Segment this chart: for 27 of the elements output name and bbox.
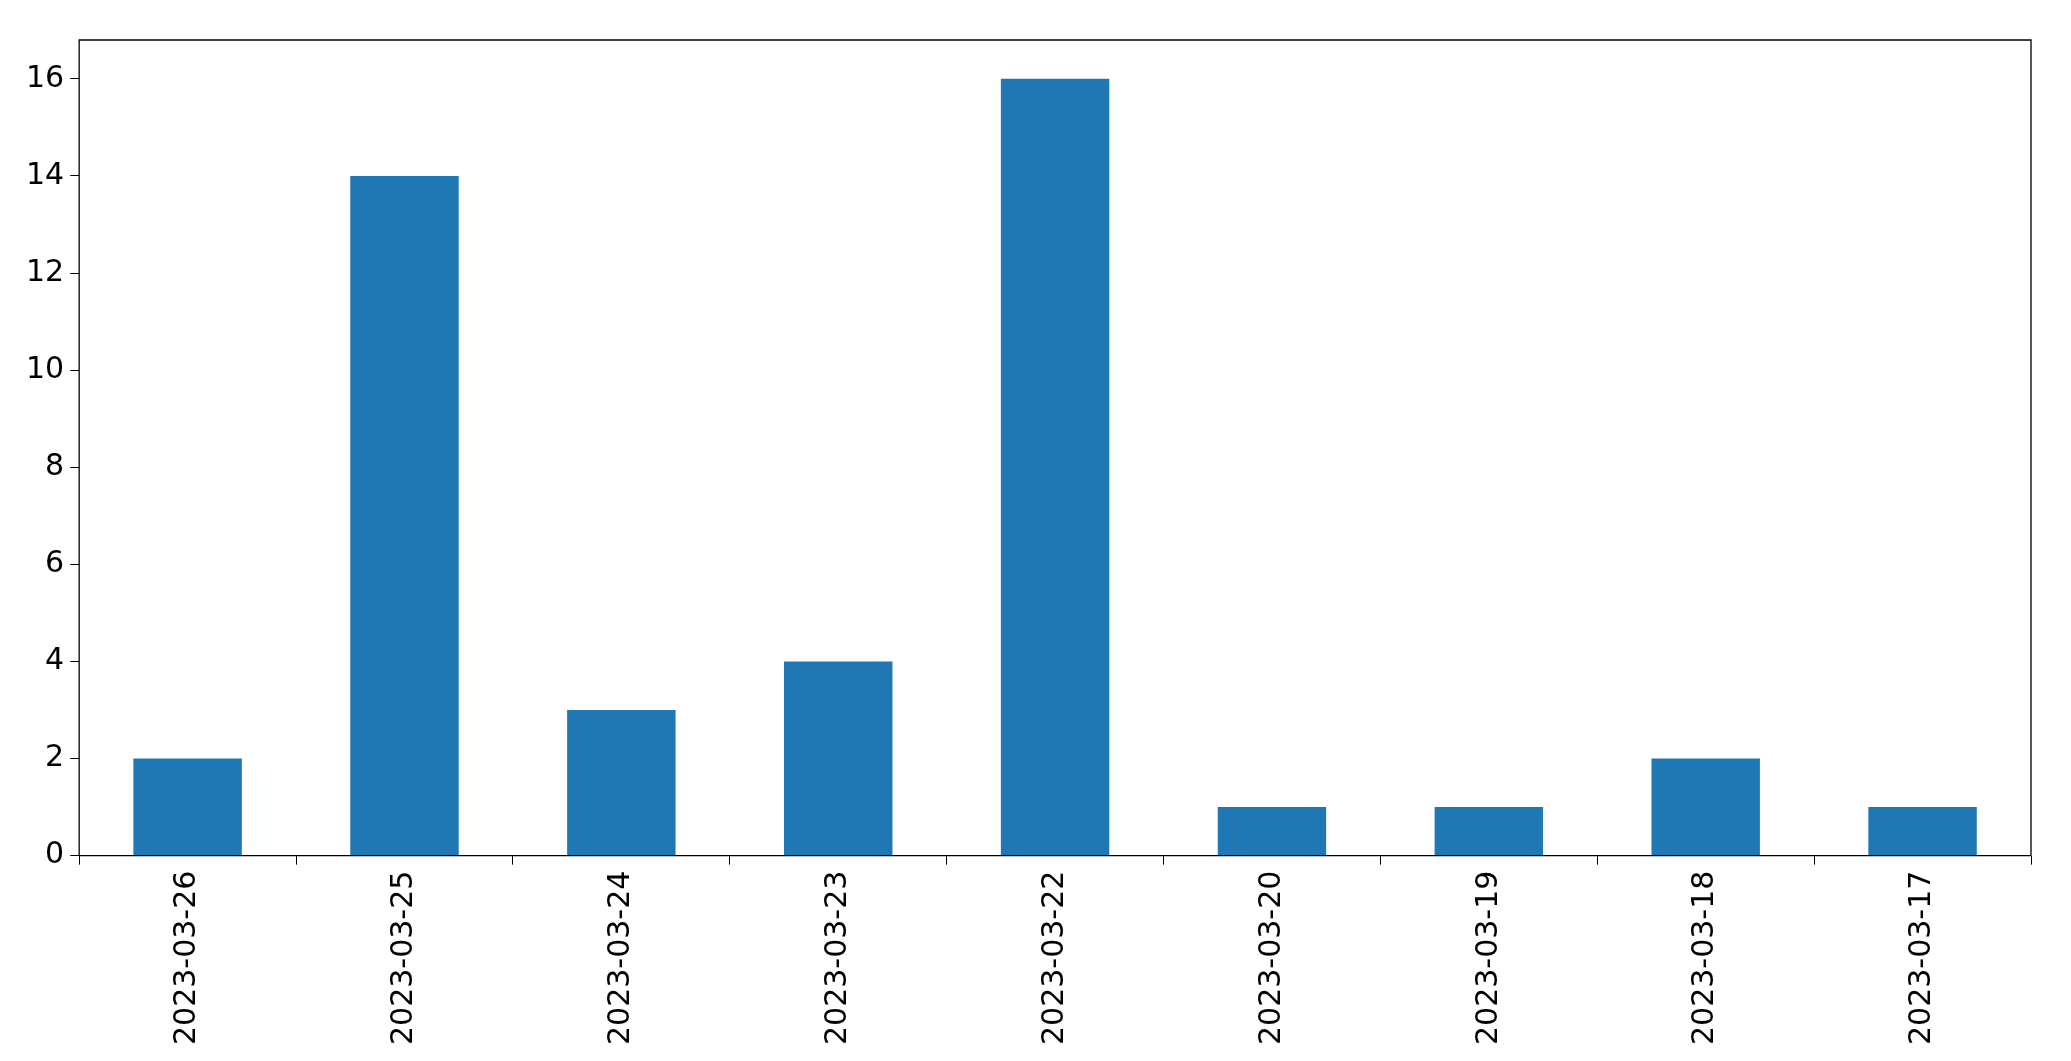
y-tick-label: 8: [45, 447, 65, 483]
x-tick-label: 2023-03-24: [601, 870, 637, 1046]
bar: [1434, 807, 1544, 856]
y-tick-label: 12: [25, 252, 65, 288]
x-tick-label: 2023-03-18: [1685, 870, 1721, 1046]
y-tick-label: 6: [45, 544, 65, 580]
y-tick-label: 16: [25, 58, 65, 94]
y-tick-label: 0: [45, 835, 65, 871]
bar: [133, 758, 242, 856]
y-tick-label: 10: [25, 349, 65, 385]
bar: [567, 710, 676, 856]
bar: [1000, 78, 1110, 856]
y-tick-label: 2: [45, 738, 65, 774]
bar: [350, 175, 459, 856]
x-tick-label: 2023-03-20: [1251, 870, 1287, 1046]
x-tick-label: 2023-03-25: [384, 870, 420, 1046]
bar: [1651, 758, 1760, 856]
x-tick-label: 2023-03-26: [167, 870, 203, 1046]
x-tick-label: 2023-03-17: [1902, 870, 1938, 1046]
x-tick-label: 2023-03-19: [1468, 870, 1504, 1046]
y-tick-label: 4: [45, 641, 65, 677]
bar: [1217, 807, 1327, 856]
bar: [1868, 807, 1977, 856]
bar: [784, 661, 893, 856]
x-tick-label: 2023-03-23: [818, 870, 854, 1046]
y-tick-label: 14: [25, 155, 65, 191]
x-tick-label: 2023-03-22: [1034, 870, 1070, 1046]
